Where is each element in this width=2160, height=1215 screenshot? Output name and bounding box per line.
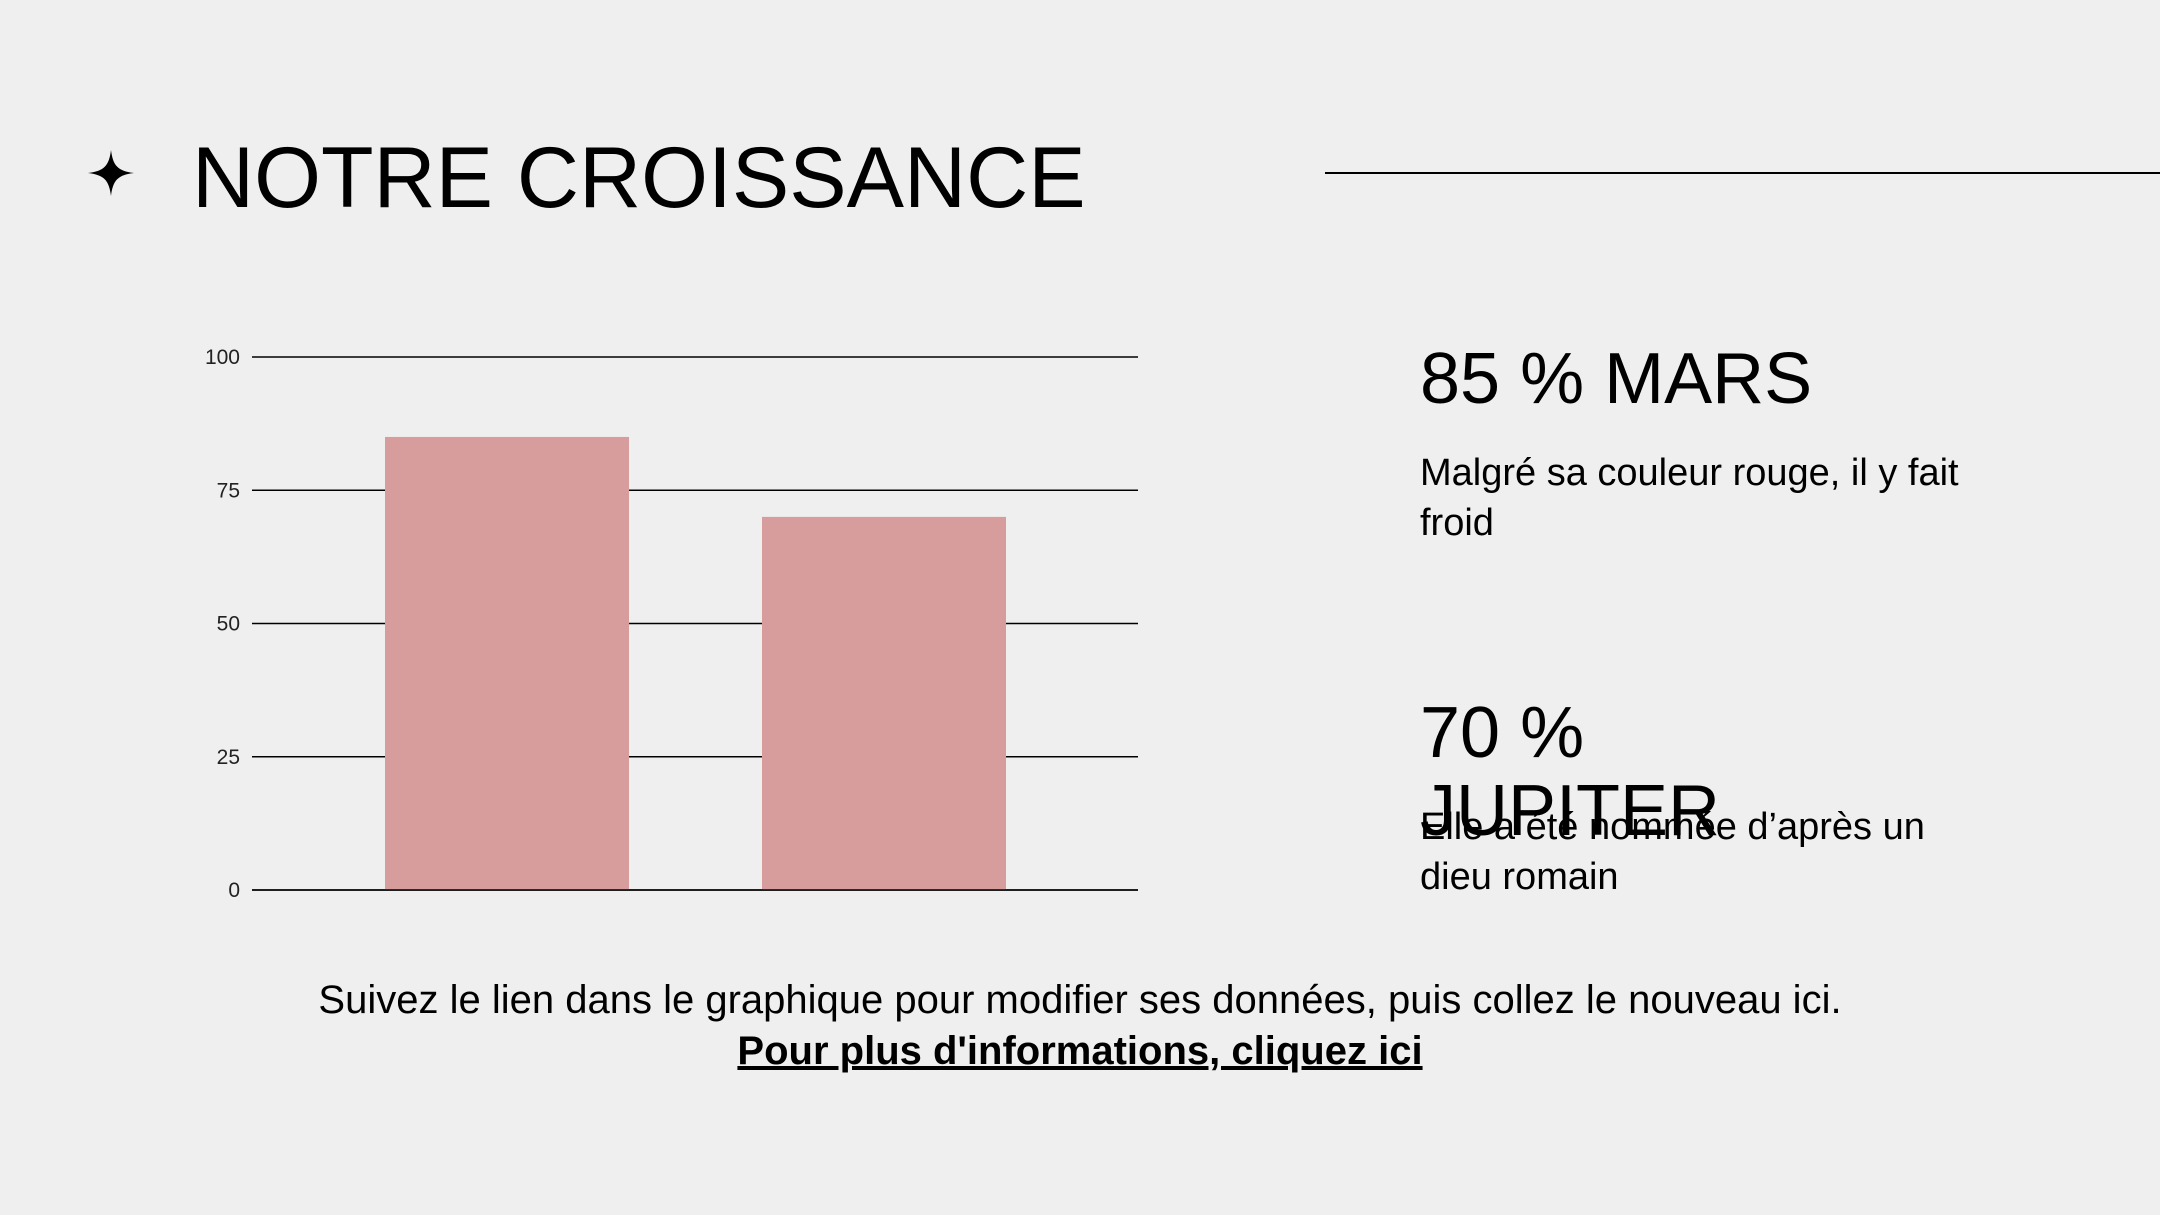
title-divider bbox=[1325, 172, 2160, 174]
stat-description-mars: Malgré sa couleur rouge, il y fait froid bbox=[1420, 452, 1959, 544]
bar-2[interactable] bbox=[762, 516, 1006, 890]
y-tick-label: 0 bbox=[228, 879, 240, 902]
stat-heading-jupiter: 70 % JUPITER bbox=[1420, 693, 1721, 851]
bar-1[interactable] bbox=[385, 436, 629, 890]
footer-text: Suivez le lien dans le graphique pour mo… bbox=[318, 978, 1842, 1022]
four-point-star-icon bbox=[88, 150, 134, 196]
y-tick-label: 50 bbox=[217, 613, 240, 636]
stat-description-jupiter: Elle a été nommée d’après un dieu romain bbox=[1420, 806, 1925, 898]
y-tick-label: 100 bbox=[205, 346, 240, 369]
more-info-link[interactable]: Pour plus d'informations, cliquez ici bbox=[737, 1029, 1423, 1073]
chart-bars bbox=[252, 436, 1138, 891]
stat-heading-mars: 85 % MARS bbox=[1420, 339, 1813, 419]
y-tick-label: 25 bbox=[217, 746, 240, 769]
chart-y-ticks: 0 25 50 75 100 bbox=[205, 346, 240, 902]
y-tick-label: 75 bbox=[217, 479, 240, 502]
page-title: NOTRE CROISSANCE bbox=[192, 130, 1086, 226]
bar-chart: 0 25 50 75 100 bbox=[205, 346, 1138, 902]
footer-note: Suivez le lien dans le graphique pour mo… bbox=[300, 975, 1860, 1077]
